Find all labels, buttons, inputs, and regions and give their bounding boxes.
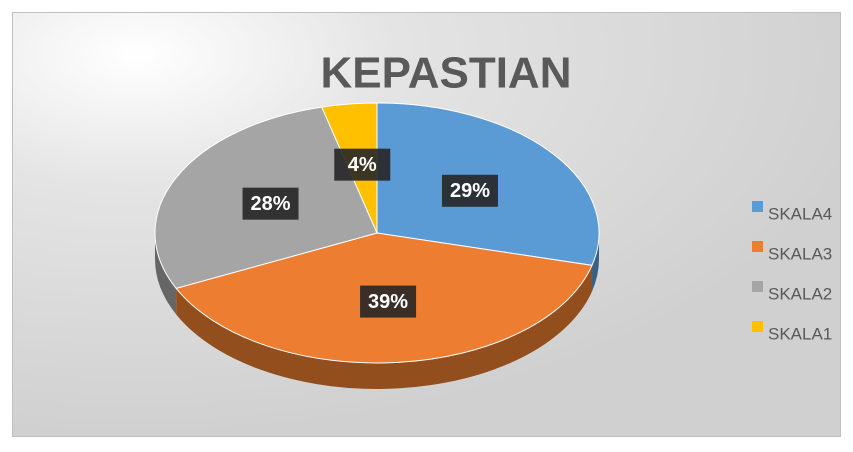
data-labels: 29% 39% 28% 4% <box>242 148 498 318</box>
legend-label: SKALA1 <box>768 324 832 343</box>
slice-side <box>176 265 593 390</box>
pie <box>154 102 600 390</box>
data-label: 4% <box>348 154 377 176</box>
legend-swatch <box>752 241 763 252</box>
legend-label: SKALA4 <box>768 204 832 223</box>
data-label: 28% <box>251 193 291 215</box>
legend-swatch <box>752 281 763 292</box>
legend: SKALA4 SKALA3 SKALA2 SKALA1 <box>752 201 832 343</box>
data-label: 39% <box>368 291 408 313</box>
legend-label: SKALA2 <box>768 284 832 303</box>
data-label-box <box>441 174 498 207</box>
legend-label: SKALA3 <box>768 244 832 263</box>
data-label-box <box>242 187 299 220</box>
data-label-box <box>334 148 391 181</box>
slice-side <box>592 233 599 292</box>
chart-title: KEPASTIAN <box>321 49 572 98</box>
data-label-box <box>360 285 417 318</box>
data-label: 29% <box>450 180 490 202</box>
legend-swatch <box>752 321 763 332</box>
legend-swatch <box>752 201 763 212</box>
